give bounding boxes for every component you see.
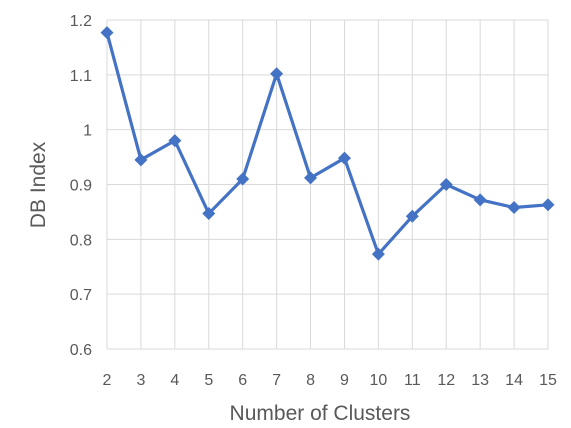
data-point-marker	[439, 178, 453, 191]
x-tick-label: 9	[340, 372, 349, 389]
x-tick-label: 8	[306, 372, 315, 389]
data-point-marker	[100, 26, 114, 40]
data-point-marker	[236, 172, 250, 186]
data-point-marker	[270, 67, 284, 81]
x-axis-tick-labels: 2 3 4 5 6 7 8 9 10 11 12 13 14 15	[103, 372, 557, 389]
data-point-marker	[202, 207, 216, 221]
data-point-marker	[541, 198, 555, 212]
y-tick-label: 0.6	[70, 342, 92, 359]
y-axis-tick-labels: 0.6 0.7 0.8 0.9 1 1.1 1.2	[70, 13, 92, 359]
x-tick-label: 11	[404, 372, 421, 389]
y-tick-label: 0.8	[70, 232, 92, 249]
data-point-marker	[304, 171, 318, 185]
series-line	[105, 32, 549, 256]
series-db-index	[100, 26, 555, 261]
x-tick-label: 12	[437, 372, 455, 389]
y-tick-label: 1.1	[70, 68, 92, 85]
x-axis-title: Number of Clusters	[230, 402, 411, 425]
x-tick-label: 5	[204, 372, 213, 389]
y-tick-label: 1.2	[70, 13, 92, 30]
y-axis-title: DB Index	[27, 141, 50, 228]
data-point-marker	[405, 209, 419, 223]
data-point-marker	[473, 193, 487, 207]
x-tick-label: 3	[136, 372, 145, 389]
x-tick-label: 2	[103, 372, 112, 389]
y-tick-label: 0.7	[70, 287, 92, 304]
x-tick-label: 7	[272, 372, 281, 389]
x-tick-label: 6	[238, 372, 247, 389]
y-tick-label: 1	[83, 123, 92, 140]
x-tick-label: 15	[539, 372, 557, 389]
x-tick-label: 13	[471, 372, 489, 389]
data-point-marker	[371, 247, 385, 261]
x-tick-label: 10	[369, 372, 387, 389]
x-tick-label: 4	[170, 372, 179, 389]
data-point-marker	[337, 151, 351, 165]
gridlines	[106, 19, 549, 350]
x-tick-label: 14	[505, 372, 523, 389]
y-tick-label: 0.9	[70, 178, 92, 195]
data-point-marker	[507, 201, 521, 215]
data-point-marker	[168, 134, 182, 148]
data-point-marker	[134, 153, 148, 167]
